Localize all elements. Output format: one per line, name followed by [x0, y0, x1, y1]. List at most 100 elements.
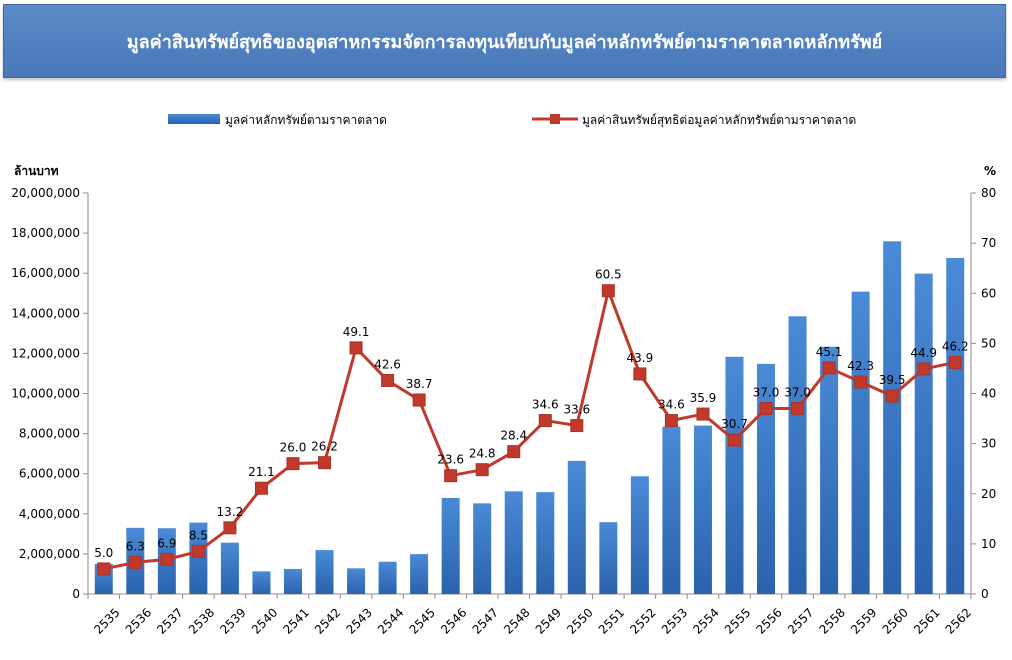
data-label-2538: 8.5 [189, 528, 208, 542]
line-point-2551 [601, 284, 615, 298]
legend-bar-swatch [168, 114, 220, 124]
data-label-2542: 26.2 [311, 440, 338, 454]
x-tick-label: 2541 [280, 605, 311, 636]
bar-2542 [315, 550, 334, 594]
data-label-2536: 6.3 [126, 539, 145, 553]
line-point-2538 [191, 544, 205, 558]
bar-2540 [252, 571, 271, 594]
line-point-2550 [570, 419, 584, 433]
y-right-tick-label: 30 [981, 437, 996, 451]
line-point-2557 [791, 402, 805, 416]
line-point-2547 [475, 463, 489, 477]
line-point-2553 [664, 414, 678, 428]
x-tick-label: 2549 [533, 605, 564, 636]
legend-bar-label: มูลค่าหลักทรัพย์ตามราคาตลาด [225, 113, 387, 128]
data-label-2544: 42.6 [374, 357, 401, 371]
x-tick-label: 2554 [690, 605, 721, 636]
data-label-2543: 49.1 [343, 325, 370, 339]
y-right-ticks: 0 10 20 30 40 50 60 70 80 [971, 186, 996, 601]
line-point-2542 [318, 456, 332, 470]
data-label-2555: 30.7 [721, 417, 748, 431]
bar-2556 [757, 363, 776, 594]
data-label-2537: 6.9 [157, 536, 176, 550]
y-left-tick-label: 18,000,000 [11, 226, 80, 240]
y-left-tick-label: 6,000,000 [19, 467, 80, 481]
y-right-tick-label: 0 [981, 587, 989, 601]
data-label-2540: 21.1 [248, 465, 275, 479]
line-point-2561 [917, 362, 931, 376]
x-tick-label: 2560 [880, 605, 911, 636]
y-left-tick-label: 12,000,000 [11, 346, 80, 360]
data-label-2553: 34.6 [658, 398, 685, 412]
bar-2548 [504, 491, 523, 594]
bar-2559 [851, 291, 870, 594]
bar-2557 [788, 316, 807, 594]
x-tick-label: 2550 [564, 605, 595, 636]
x-tick-label: 2537 [154, 605, 185, 636]
bar-2555 [725, 356, 744, 594]
line-point-2560 [885, 389, 899, 403]
x-tick-label: 2561 [911, 605, 942, 636]
bar-2544 [378, 561, 397, 594]
y-left-tick-label: 2,000,000 [19, 547, 80, 561]
x-tick-label: 2557 [785, 605, 816, 636]
line-point-2546 [444, 469, 458, 483]
bar-2541 [283, 568, 302, 594]
data-label-2554: 35.9 [690, 391, 717, 405]
x-tick-label: 2535 [91, 605, 122, 636]
data-label-2546: 23.6 [437, 453, 464, 467]
line-point-2562 [948, 355, 962, 369]
x-tick-label: 2544 [375, 605, 406, 636]
line-point-2537 [160, 552, 174, 566]
y-left-tick-label: 10,000,000 [11, 387, 80, 401]
x-tick-label: 2536 [123, 605, 154, 636]
y-right-tick-label: 40 [981, 387, 996, 401]
data-label-2558: 45.1 [816, 345, 843, 359]
line-point-2535 [97, 562, 111, 576]
x-tick-label: 2546 [438, 605, 469, 636]
y-right-tick-label: 80 [981, 186, 996, 200]
x-tick-label: 2559 [848, 605, 879, 636]
bar-2538 [189, 522, 208, 594]
data-label-2562: 46.2 [942, 339, 969, 353]
data-label-2539: 13.2 [217, 505, 244, 519]
bar-2561 [914, 273, 933, 594]
x-tick-label: 2540 [249, 605, 280, 636]
line-point-2543 [349, 341, 363, 355]
bar-2553 [662, 426, 681, 594]
line-point-2548 [507, 445, 521, 459]
bar-2549 [536, 492, 555, 594]
bar-2558 [820, 346, 839, 594]
x-tick-label: 2562 [943, 605, 974, 636]
line-point-2552 [633, 367, 647, 381]
line-point-2536 [128, 555, 142, 569]
data-label-2556: 37.0 [753, 386, 780, 400]
x-tick-label: 2548 [501, 605, 532, 636]
x-tick-label: 2558 [817, 605, 848, 636]
x-tick-label: 2553 [659, 605, 690, 636]
line-point-2544 [381, 373, 395, 387]
y-right-tick-label: 20 [981, 487, 996, 501]
bar-2551 [599, 522, 618, 594]
y-left-ticks: 0 2,000,000 4,000,000 6,000,000 8,000,000 10,… [11, 186, 88, 601]
line-point-2540 [254, 481, 268, 495]
line-point-2556 [759, 402, 773, 416]
x-tick-label: 2555 [722, 605, 753, 636]
chart-title: มูลค่าสินทรัพย์สุทธิของอุตสาหกรรมจัดการล… [126, 31, 883, 53]
line-series: 5.0 6.3 6.9 8.5 13.2 21.1 26.0 26.2 49.1 42.6 38.7… [94, 268, 969, 576]
legend-line-marker [550, 114, 560, 124]
bar-2546 [441, 497, 460, 594]
bar-2539 [220, 542, 239, 594]
data-label-2535: 5.0 [94, 546, 113, 560]
x-ticks: 2535 2536 2537 2538 2539 2540 2541 2542 2543 2544… [87, 594, 974, 637]
line-point-2555 [727, 433, 741, 447]
line-point-2541 [286, 457, 300, 471]
line-point-2558 [822, 361, 836, 375]
bar-series [94, 241, 965, 594]
y-right-tick-label: 60 [981, 286, 996, 300]
y-left-tick-label: 0 [72, 587, 80, 601]
y-left-tick-label: 14,000,000 [11, 306, 80, 320]
data-label-2561: 44.9 [910, 346, 937, 360]
x-tick-label: 2547 [470, 605, 501, 636]
data-label-2547: 24.8 [469, 447, 496, 461]
